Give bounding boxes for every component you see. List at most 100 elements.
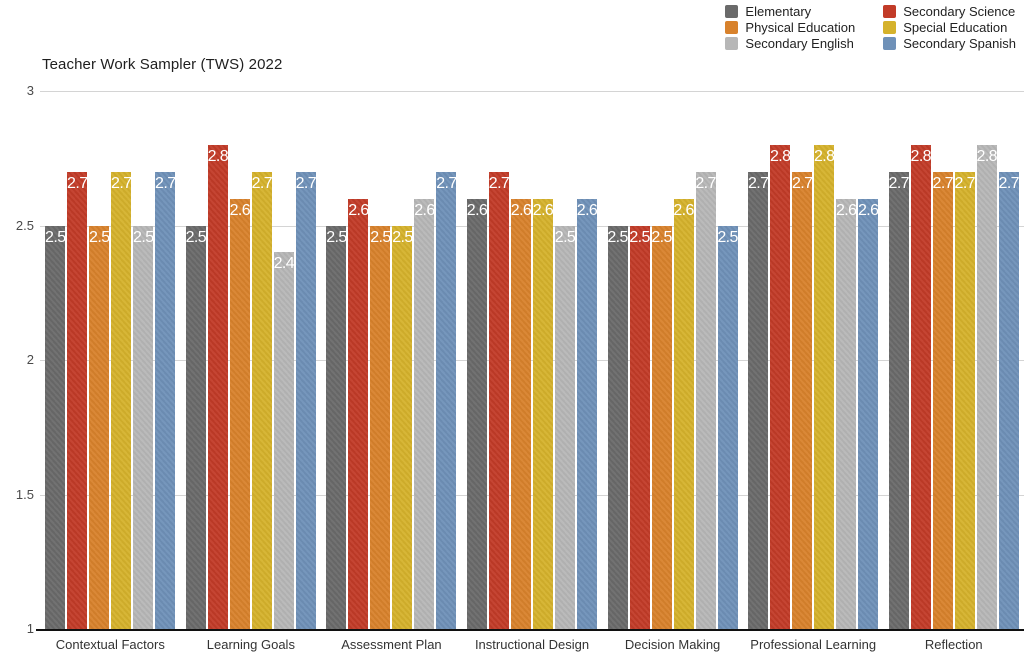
bar: 2.5: [89, 225, 110, 629]
bar: 2.7: [436, 171, 457, 629]
legend-label: Secondary Science: [903, 4, 1016, 19]
bar: 2.7: [998, 171, 1020, 629]
bar-value-label: 2.6: [229, 201, 251, 219]
bar: 2.7: [67, 171, 88, 629]
bar-value-label: 2.8: [769, 147, 791, 165]
bar-value-label: 2.6: [414, 201, 435, 219]
bar: 2.7: [695, 171, 716, 629]
bar: 2.6: [467, 198, 488, 629]
y-axis-tick-label: 2: [26, 352, 34, 367]
x-axis-line: [36, 629, 1024, 631]
bar-value-label: 2.7: [998, 174, 1020, 192]
bar-value-label: 2.6: [857, 201, 879, 219]
legend-label: Special Education: [903, 20, 1008, 35]
bar-value-label: 2.5: [607, 228, 628, 246]
bar-value-label: 2.5: [185, 228, 207, 246]
chart-legend: Elementary Physical Education Secondary En…: [725, 5, 1016, 50]
bar-value-label: 2.5: [133, 228, 154, 246]
bar-value-label: 2.4: [273, 255, 295, 273]
bar-value-label: 2.5: [370, 228, 391, 246]
bar-value-label: 2.7: [888, 174, 910, 192]
legend-item: Secondary Science: [883, 5, 1016, 18]
bar-value-label: 2.5: [89, 228, 110, 246]
bar-value-label: 2.5: [651, 228, 672, 246]
bar: 2.6: [577, 198, 598, 629]
bar-value-label: 2.7: [932, 174, 954, 192]
legend-column: Secondary Science Special Education Second…: [883, 5, 1016, 50]
bar: 2.8: [977, 144, 998, 629]
bar: 2.6: [348, 198, 369, 629]
gridline: [40, 360, 1024, 361]
legend-label: Secondary English: [745, 36, 854, 51]
bar-value-label: 2.6: [835, 201, 857, 219]
bar: 2.5: [392, 225, 413, 629]
bar: 2.5: [607, 225, 628, 629]
legend-item: Secondary English: [725, 37, 855, 50]
bar: 2.7: [932, 171, 954, 629]
bar-group: 2.5 2.5 2.5 2.6 2.7 2.5: [602, 91, 743, 629]
bar-value-label: 2.5: [326, 228, 347, 246]
bar: 2.7: [251, 171, 273, 629]
plot-area: 2.5 2.7 2.5 2.7 2.5 2.7 2.5 2.8 2.6 2.7 2.4 2.7 2.5 2…: [40, 91, 1024, 629]
bar: 2.5: [554, 225, 576, 629]
x-axis-labels: Contextual Factors Learning Goals Assessme…: [40, 637, 1024, 652]
y-axis-tick-label: 2.5: [15, 217, 34, 233]
bar: 2.5: [370, 225, 391, 629]
legend-item: Physical Education: [725, 21, 855, 34]
y-axis-tick-label: 1.5: [15, 486, 34, 502]
bar-group: 2.5 2.7 2.5 2.7 2.5 2.7: [40, 91, 181, 629]
legend-column: Elementary Physical Education Secondary En…: [725, 5, 855, 50]
bar-value-label: 2.7: [488, 174, 510, 192]
bar: 2.8: [910, 144, 932, 629]
bar-value-label: 2.5: [629, 228, 650, 246]
bar: 2.5: [717, 225, 738, 629]
bar: 2.6: [229, 198, 251, 629]
bar-value-label: 2.6: [673, 201, 694, 219]
y-axis-tick-label: 3: [26, 83, 34, 98]
bar-group: 2.7 2.8 2.7 2.8 2.6 2.6: [743, 91, 884, 629]
bar: 2.5: [629, 225, 650, 629]
bar: 2.8: [814, 144, 835, 629]
legend-swatch-icon: [883, 37, 897, 50]
x-axis-category-label: Contextual Factors: [55, 637, 165, 652]
bar-group: 2.5 2.8 2.6 2.7 2.4 2.7: [181, 91, 322, 629]
bar-value-label: 2.5: [554, 228, 576, 246]
legend-label: Elementary: [745, 4, 812, 19]
bar-value-label: 2.6: [532, 201, 554, 219]
bar: 2.7: [791, 171, 813, 629]
bar: 2.6: [857, 198, 879, 629]
bar-value-label: 2.7: [251, 174, 273, 192]
bar: 2.7: [888, 171, 910, 629]
y-axis-tick-label: 1: [26, 621, 34, 636]
gridline: [40, 91, 1024, 92]
bar: 2.7: [748, 171, 769, 629]
bar-value-label: 2.7: [791, 174, 813, 192]
bar: 2.6: [835, 198, 857, 629]
bar-group: 2.6 2.7 2.6 2.6 2.5 2.6: [462, 91, 603, 629]
legend-label: Secondary Spanish: [903, 36, 1016, 51]
legend-swatch-icon: [883, 21, 897, 34]
x-axis-category-label: Decision Making: [624, 637, 721, 652]
bar: 2.6: [673, 198, 694, 629]
bar: 2.7: [111, 171, 132, 629]
bar: 2.5: [185, 225, 207, 629]
bar-group: 2.7 2.8 2.7 2.7 2.8 2.7: [883, 91, 1024, 629]
legend-swatch-icon: [883, 5, 897, 18]
bar: 2.7: [296, 171, 317, 629]
bar: 2.5: [651, 225, 672, 629]
legend-item: Special Education: [883, 21, 1016, 34]
bar-value-label: 2.7: [436, 174, 457, 192]
bar-value-label: 2.7: [695, 174, 716, 192]
bar-value-label: 2.7: [67, 174, 88, 192]
legend-swatch-icon: [725, 5, 739, 18]
bar-value-label: 2.8: [910, 147, 932, 165]
x-axis-category-label: Instructional Design: [474, 637, 590, 652]
bar-value-label: 2.5: [717, 228, 738, 246]
bar: 2.5: [45, 225, 66, 629]
x-axis-category-label: Learning Goals: [206, 637, 295, 652]
bar-value-label: 2.6: [348, 201, 369, 219]
bar: 2.8: [208, 144, 229, 629]
bar: 2.7: [488, 171, 510, 629]
bar: 2.8: [769, 144, 791, 629]
gridline: [40, 494, 1024, 496]
